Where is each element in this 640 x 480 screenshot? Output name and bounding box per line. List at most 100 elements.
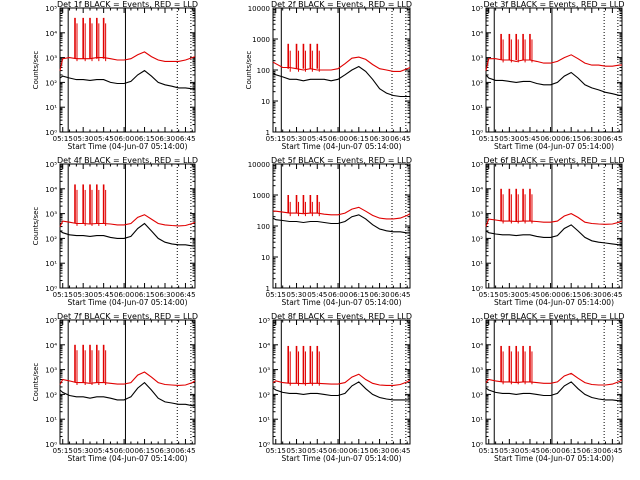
x-tick-label: 05:15 bbox=[53, 135, 73, 143]
y-tick-label: 10⁵ bbox=[45, 5, 57, 13]
plot-frame bbox=[272, 7, 411, 133]
y-axis-label: Counts/sec bbox=[32, 51, 40, 90]
x-tick-label: 05:45 bbox=[520, 291, 540, 299]
series-lld-line bbox=[485, 54, 622, 71]
chart-title: Det 1f BLACK = Events, RED = LLD bbox=[57, 0, 198, 9]
y-tick-label: 10⁴ bbox=[471, 186, 483, 194]
y-tick-label: 10¹ bbox=[471, 416, 483, 424]
chart-title: Det 5f BLACK = Events, RED = LLD bbox=[271, 156, 412, 165]
x-tick-label: 06:30 bbox=[369, 135, 389, 143]
x-tick-label: 05:30 bbox=[286, 135, 306, 143]
series-events-line bbox=[485, 224, 622, 246]
x-tick-label: 06:30 bbox=[369, 291, 389, 299]
y-tick-label: 10⁰ bbox=[258, 441, 270, 449]
x-tick-label: 06:30 bbox=[369, 447, 389, 455]
y-tick-label: 10³ bbox=[471, 211, 483, 219]
chart-title: Det 2f BLACK = Events, RED = LLD bbox=[271, 0, 412, 9]
x-tick-label: 06:00 bbox=[328, 291, 348, 299]
x-tick-label: 05:45 bbox=[520, 135, 540, 143]
series-events-line bbox=[272, 214, 410, 234]
x-tick-label: 06:00 bbox=[114, 291, 134, 299]
panel-9: Det 9f BLACK = Events, RED = LLD 10⁰ 10¹ 10… bbox=[471, 312, 624, 463]
y-tick-label: 10³ bbox=[45, 55, 57, 63]
x-tick-label: 06:30 bbox=[155, 135, 175, 143]
panel-3: Det 3f BLACK = Events, RED = LLD 10⁰ 10¹ 10… bbox=[471, 0, 624, 151]
y-axis-label: Counts/sec bbox=[32, 363, 40, 402]
series-events-line bbox=[59, 69, 195, 90]
y-tick-label: 10² bbox=[45, 391, 57, 399]
y-tick-label: 10² bbox=[45, 79, 57, 87]
x-tick-label: 05:30 bbox=[499, 135, 519, 143]
y-tick-label: 10⁰ bbox=[471, 285, 483, 293]
x-tick-label: 06:15 bbox=[561, 291, 581, 299]
panel-8: Det 8f BLACK = Events, RED = LLD 10⁰ 10¹ 10… bbox=[258, 312, 412, 463]
y-tick-label: 10 bbox=[261, 254, 270, 262]
x-axis-label: Start Time (04-Jun-07 05:14:00) bbox=[68, 142, 188, 151]
y-tick-label: 10⁵ bbox=[45, 161, 57, 169]
x-tick-label: 06:00 bbox=[540, 135, 560, 143]
x-tick-label: 05:30 bbox=[73, 291, 93, 299]
y-tick-label: 10 bbox=[261, 98, 270, 106]
panel-5: Det 5f BLACK = Events, RED = LLD 1 10 100 10… bbox=[248, 156, 412, 307]
y-tick-label: 10⁰ bbox=[471, 129, 483, 137]
y-tick-label: 10⁴ bbox=[471, 30, 483, 38]
x-tick-label: 05:45 bbox=[94, 447, 114, 455]
y-tick-label: 1 bbox=[266, 285, 270, 293]
y-axis-label: Counts/sec bbox=[32, 207, 40, 246]
plot-frame bbox=[272, 319, 411, 445]
plot-frame bbox=[485, 163, 623, 289]
x-tick-label: 06:45 bbox=[602, 447, 622, 455]
x-tick-label: 06:30 bbox=[582, 447, 602, 455]
panel-1: Det 1f BLACK = Events, RED = LLD 10⁰ 10¹ 10… bbox=[32, 0, 198, 151]
x-tick-label: 06:15 bbox=[134, 291, 154, 299]
x-tick-label: 05:15 bbox=[479, 291, 499, 299]
x-axis-label: Start Time (04-Jun-07 05:14:00) bbox=[282, 298, 402, 307]
y-tick-label: 10³ bbox=[471, 55, 483, 63]
plot-frame bbox=[272, 163, 411, 289]
x-axis-label: Start Time (04-Jun-07 05:14:00) bbox=[494, 298, 614, 307]
y-tick-label: 10⁴ bbox=[45, 186, 57, 194]
x-tick-label: 06:00 bbox=[328, 447, 348, 455]
y-tick-label: 10⁵ bbox=[471, 317, 483, 325]
y-tick-label: 100 bbox=[257, 223, 270, 231]
y-tick-label: 10¹ bbox=[45, 416, 57, 424]
x-tick-label: 06:15 bbox=[349, 447, 369, 455]
y-tick-label: 10⁵ bbox=[471, 5, 483, 13]
chart-title: Det 8f BLACK = Events, RED = LLD bbox=[271, 312, 412, 321]
y-tick-label: 10² bbox=[471, 235, 483, 243]
series-lld-line bbox=[485, 212, 623, 227]
x-tick-label: 05:15 bbox=[479, 135, 499, 143]
series-lld-line bbox=[59, 214, 196, 227]
x-tick-label: 06:15 bbox=[561, 135, 581, 143]
y-tick-label: 10³ bbox=[45, 211, 57, 219]
x-tick-label: 05:30 bbox=[73, 135, 93, 143]
x-tick-label: 06:45 bbox=[602, 291, 622, 299]
y-tick-label: 10³ bbox=[45, 367, 57, 375]
y-tick-label: 10000 bbox=[248, 5, 270, 13]
series-lld-line bbox=[273, 206, 411, 220]
x-tick-label: 05:45 bbox=[520, 447, 540, 455]
plot-frame bbox=[59, 7, 196, 133]
x-tick-label: 06:15 bbox=[349, 291, 369, 299]
y-tick-label: 10⁰ bbox=[45, 129, 57, 137]
series-events-line bbox=[59, 381, 195, 407]
y-tick-label: 10² bbox=[258, 391, 270, 399]
x-axis-label: Start Time (04-Jun-07 05:14:00) bbox=[494, 142, 614, 151]
x-tick-label: 06:00 bbox=[114, 135, 134, 143]
y-tick-label: 10² bbox=[471, 79, 483, 87]
y-tick-label: 10¹ bbox=[45, 260, 57, 268]
x-axis-label: Start Time (04-Jun-07 05:14:00) bbox=[282, 142, 402, 151]
y-tick-label: 10¹ bbox=[471, 104, 483, 112]
x-tick-label: 05:45 bbox=[307, 447, 327, 455]
y-tick-label: 10² bbox=[471, 391, 483, 399]
x-tick-label: 05:15 bbox=[266, 291, 286, 299]
y-axis-label: Counts/sec bbox=[245, 51, 253, 90]
x-tick-label: 05:15 bbox=[266, 447, 286, 455]
y-tick-label: 10¹ bbox=[45, 104, 57, 112]
chart-title: Det 7f BLACK = Events, RED = LLD bbox=[57, 312, 198, 321]
y-tick-label: 1000 bbox=[252, 36, 270, 44]
x-tick-label: 06:00 bbox=[328, 135, 348, 143]
x-tick-label: 06:15 bbox=[561, 447, 581, 455]
x-axis-label: Start Time (04-Jun-07 05:14:00) bbox=[282, 454, 402, 463]
x-tick-label: 06:15 bbox=[134, 447, 154, 455]
